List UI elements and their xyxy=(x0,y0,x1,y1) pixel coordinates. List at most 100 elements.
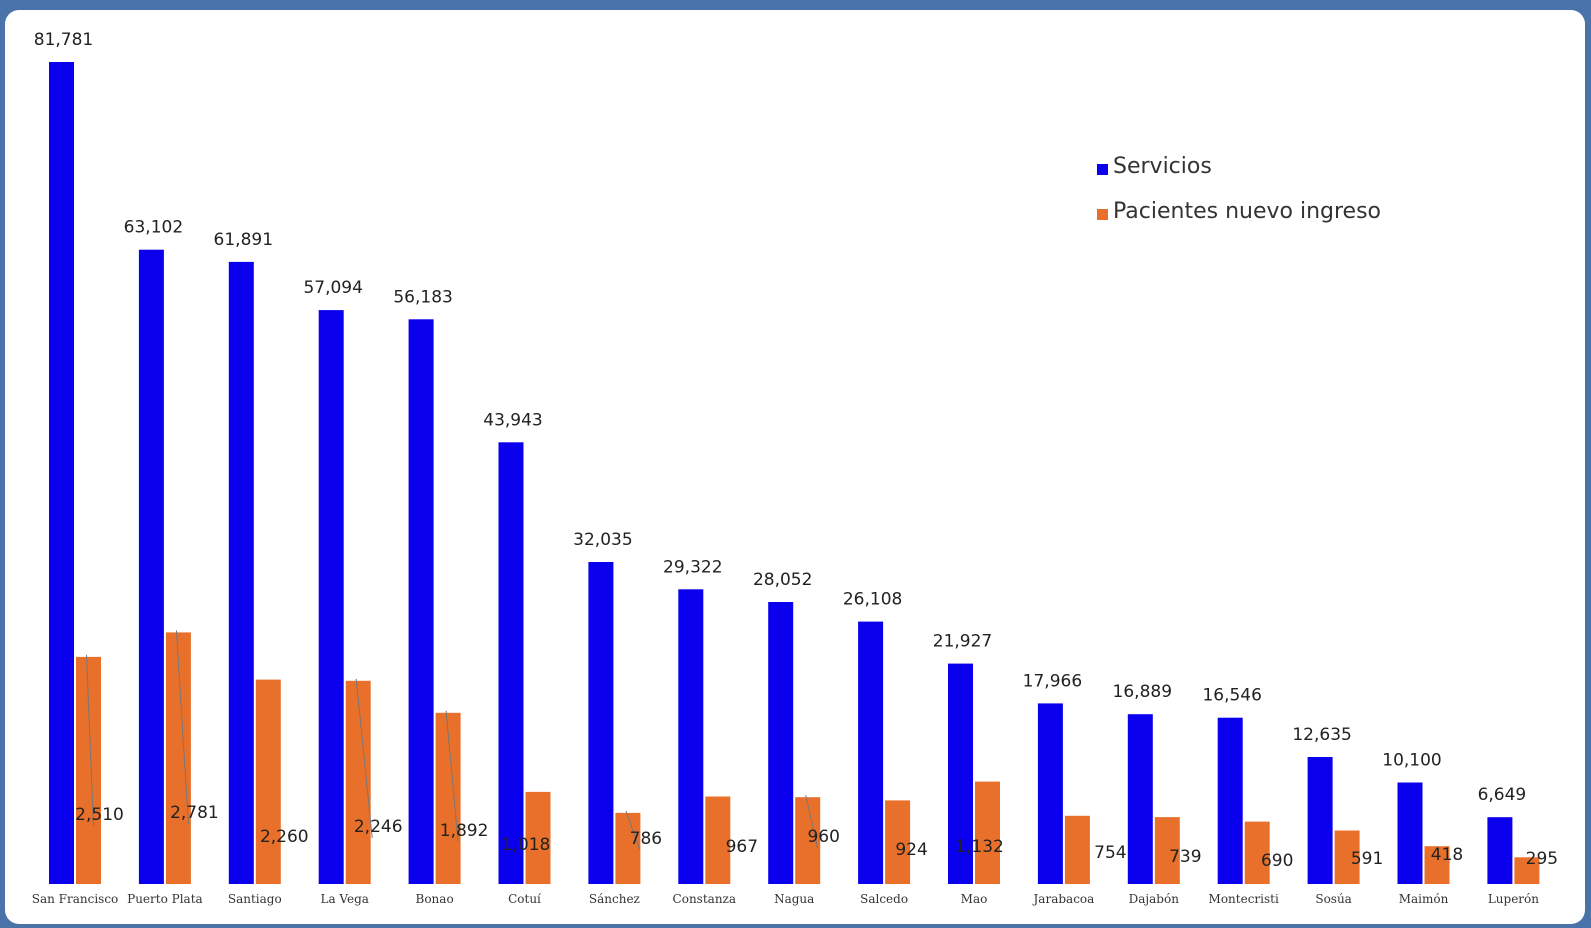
legend-label-pacientes: Pacientes nuevo ingreso xyxy=(1113,199,1381,224)
bar-servicios xyxy=(1397,782,1423,884)
chart-panel: 81,781 2,510 63,102 2,781 61,891 2,260 57,094 2… xyxy=(5,10,1585,924)
leader-line xyxy=(625,810,641,851)
bar-pacientes xyxy=(165,632,191,884)
bar-pacientes xyxy=(615,812,641,884)
bar-pacientes xyxy=(1064,815,1090,884)
bar-servicios xyxy=(1127,714,1153,884)
value-label-servicios: 32,035 xyxy=(573,530,632,550)
leader-lines-layer xyxy=(86,630,819,851)
bar-servicios xyxy=(768,602,794,884)
bar-servicios xyxy=(1487,817,1513,884)
bar-pacientes xyxy=(705,796,731,884)
value-label-pacientes: 967 xyxy=(726,837,758,857)
bar-servicios xyxy=(49,62,74,884)
leader-line xyxy=(86,654,94,827)
bar-servicios xyxy=(858,621,884,884)
value-label-pacientes: 924 xyxy=(895,840,927,860)
bar-servicios xyxy=(588,562,614,884)
legend-label-servicios: Servicios xyxy=(1113,154,1212,179)
bar-servicios xyxy=(498,442,524,884)
category-label: Nagua xyxy=(774,892,814,906)
category-label: Sosúa xyxy=(1315,892,1352,906)
value-label-pacientes: 1,132 xyxy=(955,837,1004,857)
bar-servicios xyxy=(948,663,973,884)
leader-line xyxy=(355,678,373,839)
bar-servicios xyxy=(1307,757,1333,884)
bar-pacientes xyxy=(1514,857,1540,884)
value-label-servicios: 81,781 xyxy=(34,30,93,50)
category-labels-layer: San Francisco Puerto Plata Santiago La Vega… xyxy=(32,892,1540,906)
bar-pacientes xyxy=(1154,817,1180,884)
value-label-servicios: 26,108 xyxy=(843,590,902,610)
value-label-pacientes: 591 xyxy=(1351,849,1383,869)
value-label-pacientes: 2,260 xyxy=(260,827,309,847)
value-label-servicios: 63,102 xyxy=(124,218,183,238)
value-label-servicios: 61,891 xyxy=(214,230,273,250)
category-label: Luperón xyxy=(1488,892,1539,906)
value-label-pacientes: 2,246 xyxy=(354,817,403,837)
value-label-pacientes: 786 xyxy=(630,829,662,849)
value-label-servicios: 43,943 xyxy=(483,410,542,430)
value-label-pacientes: 690 xyxy=(1261,851,1293,871)
value-label-pacientes: 295 xyxy=(1526,849,1558,869)
category-label: Jarabacoa xyxy=(1032,892,1095,906)
category-label: Cotuí xyxy=(508,892,541,906)
bar-servicios xyxy=(318,310,344,885)
value-label-servicios: 29,322 xyxy=(663,557,722,577)
value-label-pacientes: 2,510 xyxy=(75,805,124,825)
bars-layer xyxy=(49,62,1540,885)
value-label-servicios: 28,052 xyxy=(753,570,812,590)
category-label: Constanza xyxy=(673,892,736,906)
category-label: Bonao xyxy=(416,892,454,906)
bar-pacientes xyxy=(975,781,1000,884)
legend-swatch-pacientes xyxy=(1097,209,1108,220)
legend: Servicios Pacientes nuevo ingreso xyxy=(1097,154,1381,224)
value-label-servicios: 16,546 xyxy=(1202,686,1261,706)
value-label-servicios: 17,966 xyxy=(1023,671,1082,691)
bar-pacientes xyxy=(255,679,281,884)
category-label: La Vega xyxy=(320,892,368,906)
value-label-pacientes: 739 xyxy=(1169,847,1201,867)
leader-line xyxy=(175,630,189,825)
value-label-servicios: 6,649 xyxy=(1478,785,1527,805)
value-label-servicios: 56,183 xyxy=(393,287,452,307)
category-label: Sánchez xyxy=(589,892,640,906)
value-label-pacientes: 960 xyxy=(807,827,839,847)
bar-servicios xyxy=(1217,717,1243,884)
value-label-pacientes: 754 xyxy=(1094,843,1126,863)
bar-pacientes xyxy=(1334,830,1360,884)
category-label: Mao xyxy=(961,892,988,906)
value-label-servicios: 10,100 xyxy=(1382,751,1441,771)
value-label-servicios: 57,094 xyxy=(303,278,362,298)
bar-servicios xyxy=(678,589,704,884)
bar-chart: 81,781 2,510 63,102 2,781 61,891 2,260 57,094 2… xyxy=(32,30,1558,906)
value-label-servicios: 12,635 xyxy=(1292,725,1351,745)
category-label: San Francisco xyxy=(32,892,119,906)
category-label: Puerto Plata xyxy=(127,892,203,906)
bar-pacientes xyxy=(1244,821,1270,884)
value-labels-layer: 81,781 2,510 63,102 2,781 61,891 2,260 57,094 2… xyxy=(34,30,1558,871)
bar-servicios xyxy=(138,249,164,884)
bar-pacientes xyxy=(1424,846,1450,884)
bar-servicios xyxy=(408,319,434,884)
bar-pacientes xyxy=(76,656,101,884)
value-label-pacientes: 1,892 xyxy=(440,821,489,841)
value-label-pacientes: 418 xyxy=(1431,845,1463,865)
category-label: Santiago xyxy=(228,892,282,906)
category-label: Maimón xyxy=(1399,892,1449,906)
value-label-servicios: 21,927 xyxy=(933,632,992,652)
category-label: Montecristi xyxy=(1209,892,1279,906)
value-label-pacientes: 2,781 xyxy=(170,803,219,823)
bar-servicios xyxy=(1037,703,1063,884)
leader-line xyxy=(445,710,459,843)
category-label: Salcedo xyxy=(860,892,908,906)
legend-swatch-servicios xyxy=(1097,164,1108,175)
value-label-servicios: 16,889 xyxy=(1113,682,1172,702)
bar-pacientes xyxy=(435,712,461,884)
bar-pacientes xyxy=(525,791,551,884)
bar-pacientes xyxy=(885,800,911,884)
bar-servicios xyxy=(228,261,254,884)
category-label: Dajabón xyxy=(1129,892,1180,906)
leader-line xyxy=(805,795,819,849)
